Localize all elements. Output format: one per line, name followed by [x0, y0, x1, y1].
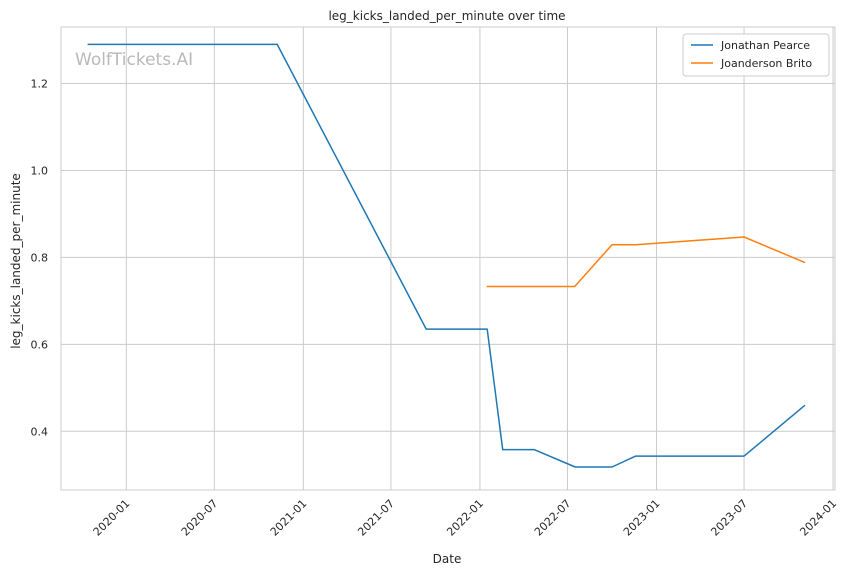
legend: Jonathan Pearce Joanderson Brito	[682, 33, 830, 77]
chart-title: leg_kicks_landed_per_minute over time	[328, 9, 565, 23]
y-tick-label: 0.8	[31, 251, 49, 264]
y-tick-label: 0.4	[31, 425, 49, 438]
plot-area	[60, 26, 836, 491]
series-line-jonathan-pearce	[87, 43, 806, 468]
x-tick-label: 2023-07	[708, 497, 750, 539]
y-tick-label: 0.6	[31, 338, 49, 351]
x-tick-label: 2020-01	[91, 497, 133, 539]
x-tick-label: 2023-01	[621, 497, 663, 539]
y-tick-label: 1.2	[31, 78, 49, 91]
x-axis-ticks: 2020-01 2020-07 2021-01 2021-07 2022-01 2022-…	[91, 497, 839, 539]
legend-label-joanderson-brito: Joanderson Brito	[720, 57, 812, 70]
legend-box	[682, 33, 830, 77]
y-tick-label: 1.0	[31, 164, 49, 177]
x-tick-label: 2021-07	[355, 497, 397, 539]
x-tick-label: 2022-07	[532, 497, 574, 539]
watermark: WolfTickets.AI	[75, 50, 193, 70]
x-tick-label: 2024-01	[797, 497, 839, 539]
x-tick-label: 2022-01	[444, 497, 486, 539]
y-axis-label: leg_kicks_landed_per_minute	[9, 173, 23, 349]
x-tick-label: 2020-07	[179, 497, 221, 539]
series-line-joanderson-brito	[486, 236, 806, 288]
grid-lines	[61, 27, 835, 490]
series-lines	[87, 43, 806, 468]
y-axis-ticks: 0.4 0.6 0.8 1.0 1.2	[31, 78, 49, 439]
x-tick-label: 2021-01	[268, 497, 310, 539]
legend-label-jonathan-pearce: Jonathan Pearce	[720, 39, 810, 52]
x-axis-label: Date	[433, 552, 462, 566]
